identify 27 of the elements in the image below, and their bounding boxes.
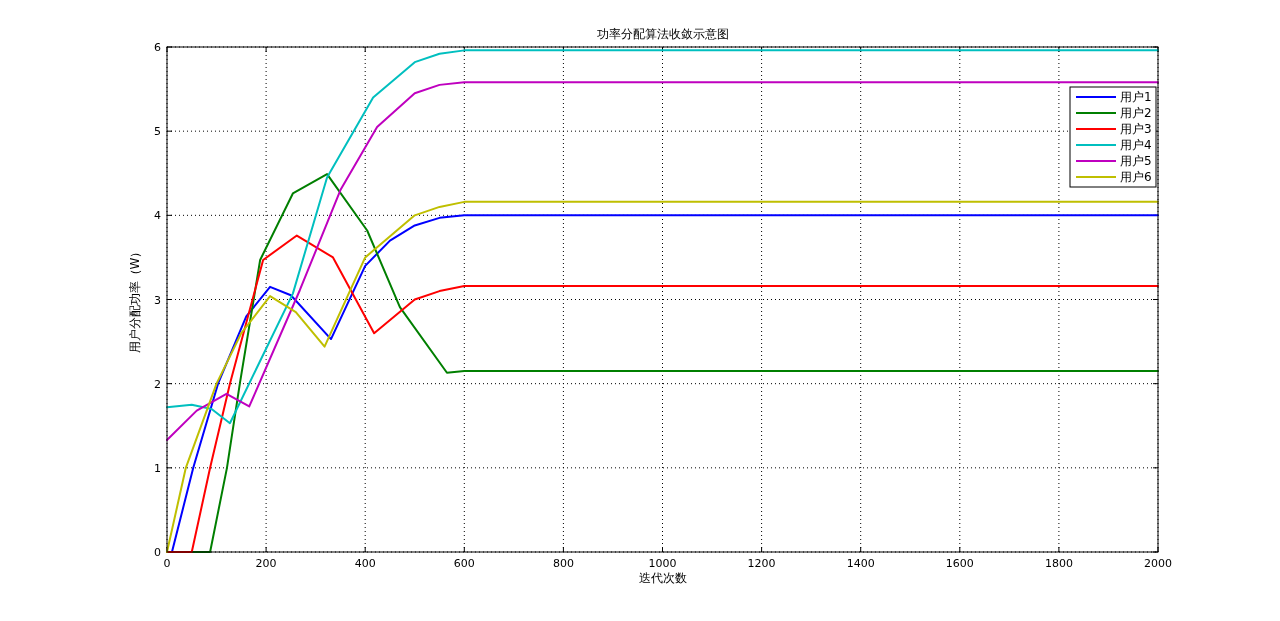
x-tick-label: 1600 [945,557,974,570]
y-tick-label: 5 [154,125,161,139]
x-tick-label: 200 [255,557,277,570]
y-tick-label: 4 [154,209,161,223]
x-axis-title: 迭代次数 [638,571,687,585]
y-tick-label: 1 [154,461,161,475]
y-tick-label: 6 [154,41,161,54]
legend-label: 用户6 [1120,170,1152,184]
x-tick-label: 800 [552,557,574,570]
x-tick-label: 1800 [1044,557,1073,570]
y-tick-label: 0 [154,546,161,559]
y-tick-label: 3 [154,293,161,307]
x-tick-label: 400 [354,557,376,570]
legend-label: 用户2 [1120,106,1152,120]
x-tick-label: 1400 [846,557,875,570]
x-tick-label: 600 [453,557,475,570]
legend-label: 用户4 [1120,138,1152,152]
x-tick-label: 1200 [747,557,776,570]
x-tick-label: 0 [163,557,171,570]
legend-label: 用户5 [1120,154,1152,168]
x-tick-label: 1000 [648,557,677,570]
x-tick-label: 2000 [1144,557,1172,570]
y-tick-label: 2 [154,377,161,391]
legend-label: 用户3 [1120,122,1152,136]
chart-title: 功率分配算法收敛示意图 [596,27,729,41]
y-axis-title: 用户分配功率（W） [128,245,142,354]
legend-label: 用户1 [1120,90,1152,104]
